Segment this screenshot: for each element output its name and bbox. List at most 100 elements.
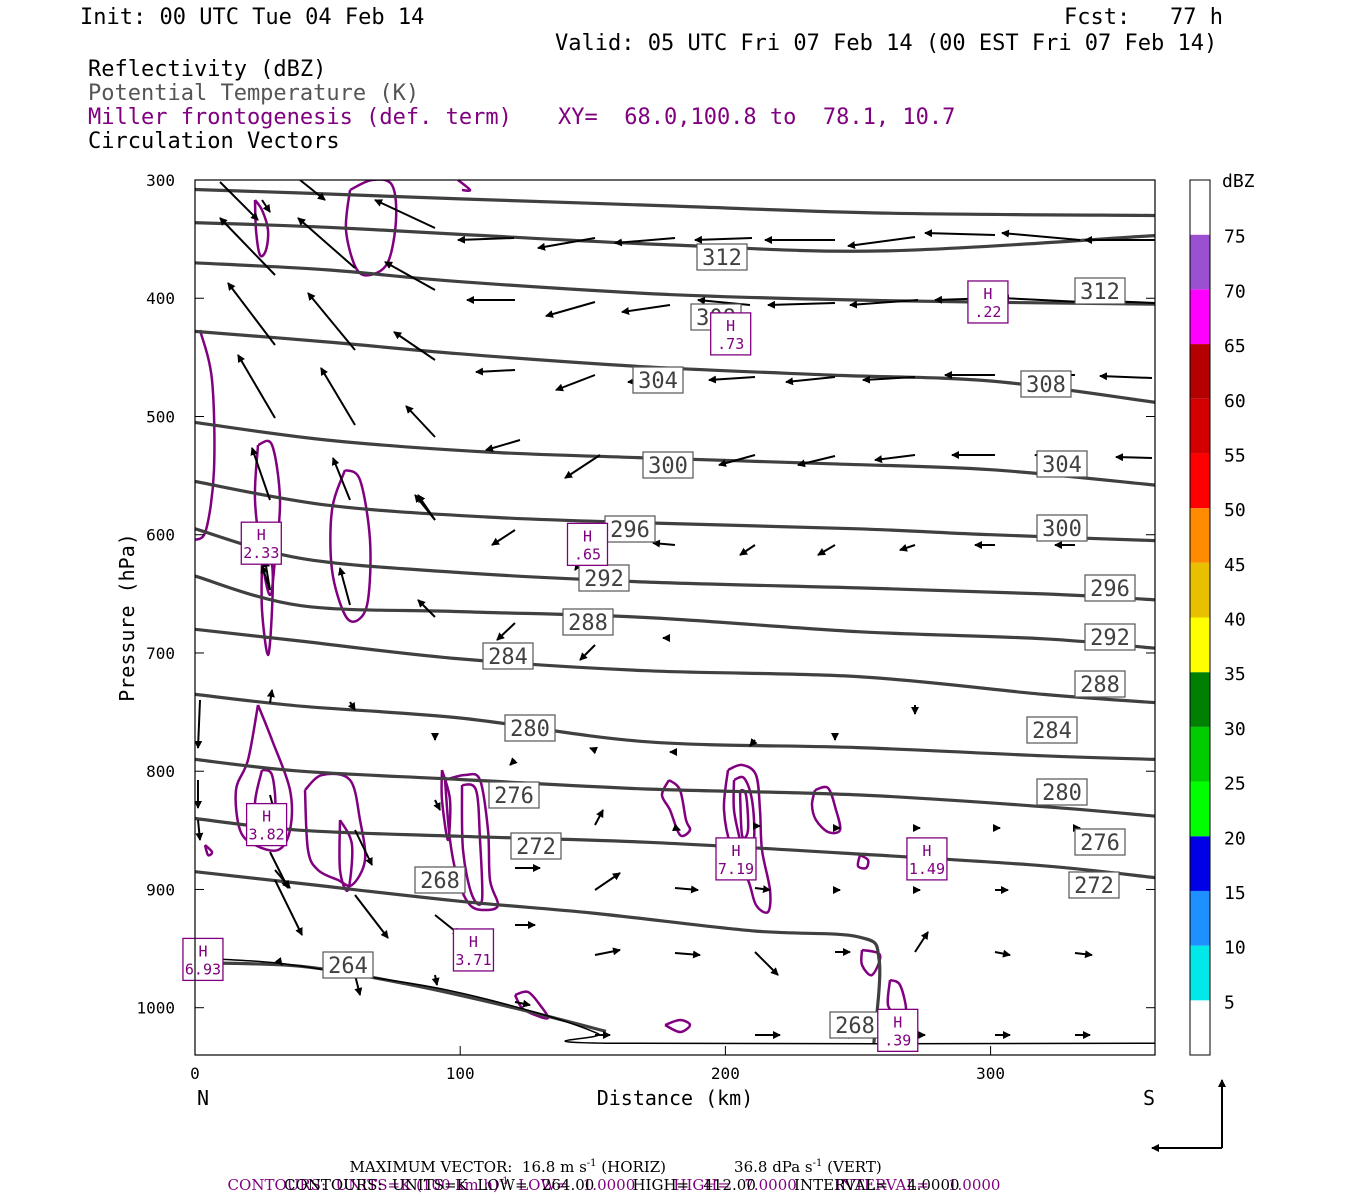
contour-label-box bbox=[504, 714, 556, 742]
frontogenesis-max-value: 1.49 bbox=[909, 860, 945, 878]
frontogenesis-contour bbox=[329, 468, 372, 623]
colorbar-tick-label: 55 bbox=[1224, 445, 1246, 466]
colorbar-segment bbox=[1190, 234, 1210, 290]
circulation-vector bbox=[674, 950, 701, 959]
contour-label: 312 bbox=[702, 246, 742, 271]
frontogenesis-contour bbox=[810, 785, 842, 835]
colorbar-segment bbox=[1190, 180, 1210, 235]
colorbar-segment bbox=[1190, 289, 1210, 345]
circulation-vector bbox=[652, 539, 676, 548]
frontogenesis-max-value: 2.33 bbox=[243, 544, 279, 562]
circulation-vector bbox=[674, 885, 699, 894]
circulation-vector bbox=[579, 644, 596, 661]
field-theta: Potential Temperature (K) bbox=[88, 81, 420, 106]
frontogenesis-max-value: .39 bbox=[884, 1031, 911, 1049]
max-vector-horiz-exp: -1 bbox=[586, 1158, 597, 1169]
circulation-vector bbox=[274, 957, 283, 966]
contour-label-box bbox=[632, 366, 684, 394]
colorbar-tick-label: 15 bbox=[1224, 883, 1246, 904]
frontogenesis-max-h: H bbox=[983, 285, 992, 303]
circulation-vector bbox=[847, 236, 916, 250]
circulation-vector bbox=[331, 457, 351, 501]
theta-contour-line bbox=[195, 757, 1155, 818]
circulation-vector bbox=[545, 301, 596, 318]
contour-label-box bbox=[510, 832, 562, 860]
contour-label: 288 bbox=[568, 611, 608, 636]
theta-contour-line bbox=[195, 187, 1155, 218]
endpoint-left: N bbox=[197, 1086, 209, 1110]
contour-label-box bbox=[562, 608, 614, 636]
circulation-vector bbox=[431, 974, 440, 986]
circulation-vector bbox=[899, 543, 916, 552]
contour-label-box bbox=[1036, 778, 1088, 806]
contour-label-box bbox=[1036, 514, 1088, 542]
circulation-vector bbox=[817, 544, 836, 556]
contour-label: 292 bbox=[1090, 626, 1130, 651]
frontogenesis-contour bbox=[856, 853, 870, 870]
circulation-vector bbox=[849, 299, 919, 309]
contour-label: 292 bbox=[584, 567, 624, 592]
circulation-vector bbox=[1001, 294, 1083, 303]
y-tick-label: 400 bbox=[146, 289, 175, 308]
circulation-vector bbox=[347, 701, 356, 711]
circulation-vector bbox=[307, 292, 356, 351]
max-vector-vert-exp: -1 bbox=[812, 1158, 823, 1169]
y-tick-label: 900 bbox=[146, 880, 175, 899]
frontogenesis-max-box bbox=[566, 522, 609, 567]
circulation-vector bbox=[537, 237, 596, 251]
circulation-vector bbox=[797, 455, 836, 468]
colorbar-tick-label: 50 bbox=[1224, 500, 1246, 521]
frontogenesis-contour bbox=[860, 948, 882, 977]
circulation-vector bbox=[475, 367, 516, 376]
y-tick-label: 500 bbox=[146, 407, 175, 426]
circulation-vector bbox=[491, 529, 516, 546]
circulation-vector bbox=[417, 494, 436, 521]
contour-label: 276 bbox=[1080, 831, 1120, 856]
contour-label-box bbox=[322, 951, 374, 979]
frontogenesis-contour bbox=[234, 704, 294, 852]
max-vector-vert-suffix: (VERT) bbox=[822, 1158, 882, 1176]
x-tick-label: 100 bbox=[446, 1064, 475, 1083]
circulation-vector bbox=[739, 544, 756, 556]
theta-contour-line bbox=[195, 627, 1155, 705]
frontogenesis-max-h: H bbox=[262, 808, 271, 826]
colorbar-segment bbox=[1190, 344, 1210, 399]
circulation-vector bbox=[708, 375, 756, 384]
circulation-vector bbox=[924, 229, 996, 238]
forecast-hour: Fcst: 77 h bbox=[1064, 5, 1223, 30]
circulation-vector bbox=[621, 304, 671, 315]
colorbar-segment bbox=[1190, 508, 1210, 563]
colorbar-tick-label: 30 bbox=[1224, 719, 1246, 740]
frontogenesis-max-h: H bbox=[731, 842, 740, 860]
contours-purple-exp: -1 bbox=[498, 1176, 509, 1187]
contours-purple-text: CONTOURS: UNITS=K (100 km h) bbox=[227, 1176, 499, 1194]
frontogenesis-max-h: H bbox=[893, 1013, 902, 1031]
field-frontogenesis: Miller frontogenesis (def. term) bbox=[88, 105, 512, 130]
circulation-vector bbox=[767, 300, 836, 309]
frontogenesis-contour bbox=[203, 844, 214, 857]
colorbar-tick-label: 70 bbox=[1224, 281, 1246, 302]
max-vector-vert-text: 36.8 dPa s bbox=[734, 1158, 813, 1176]
colorbar-frame bbox=[1189, 179, 1211, 1056]
colorbar-segment bbox=[1190, 781, 1210, 837]
circulation-vector bbox=[195, 819, 204, 841]
circulation-vector bbox=[589, 746, 598, 755]
field-vectors: Circulation Vectors bbox=[88, 129, 340, 154]
colorbar-segment bbox=[1190, 890, 1210, 946]
contour-label-box bbox=[1068, 871, 1120, 899]
circulation-vector bbox=[269, 851, 289, 889]
colorbar-tick-label: 65 bbox=[1224, 336, 1246, 357]
circulation-vector bbox=[694, 235, 753, 244]
circulation-vector bbox=[994, 949, 1011, 958]
footer-max-vector: MAXIMUM VECTOR: 16.8 m s-1 (HORIZ) 36.8 d… bbox=[340, 1140, 882, 1176]
circulation-vector bbox=[393, 331, 436, 361]
circulation-vector bbox=[1001, 229, 1081, 241]
contour-label-box bbox=[829, 1011, 881, 1039]
circulation-vector bbox=[485, 439, 521, 452]
circulation-vector bbox=[718, 454, 756, 467]
footer-contours-black: CONTOURS: UNITS=K LOW= 264.00 HIGH= 412.… bbox=[284, 1176, 960, 1194]
y-axis-label: Pressure (hPa) bbox=[115, 533, 139, 702]
contour-label-box bbox=[1020, 370, 1072, 398]
circulation-vector bbox=[260, 565, 271, 591]
frontogenesis-max-value: .65 bbox=[574, 545, 601, 563]
